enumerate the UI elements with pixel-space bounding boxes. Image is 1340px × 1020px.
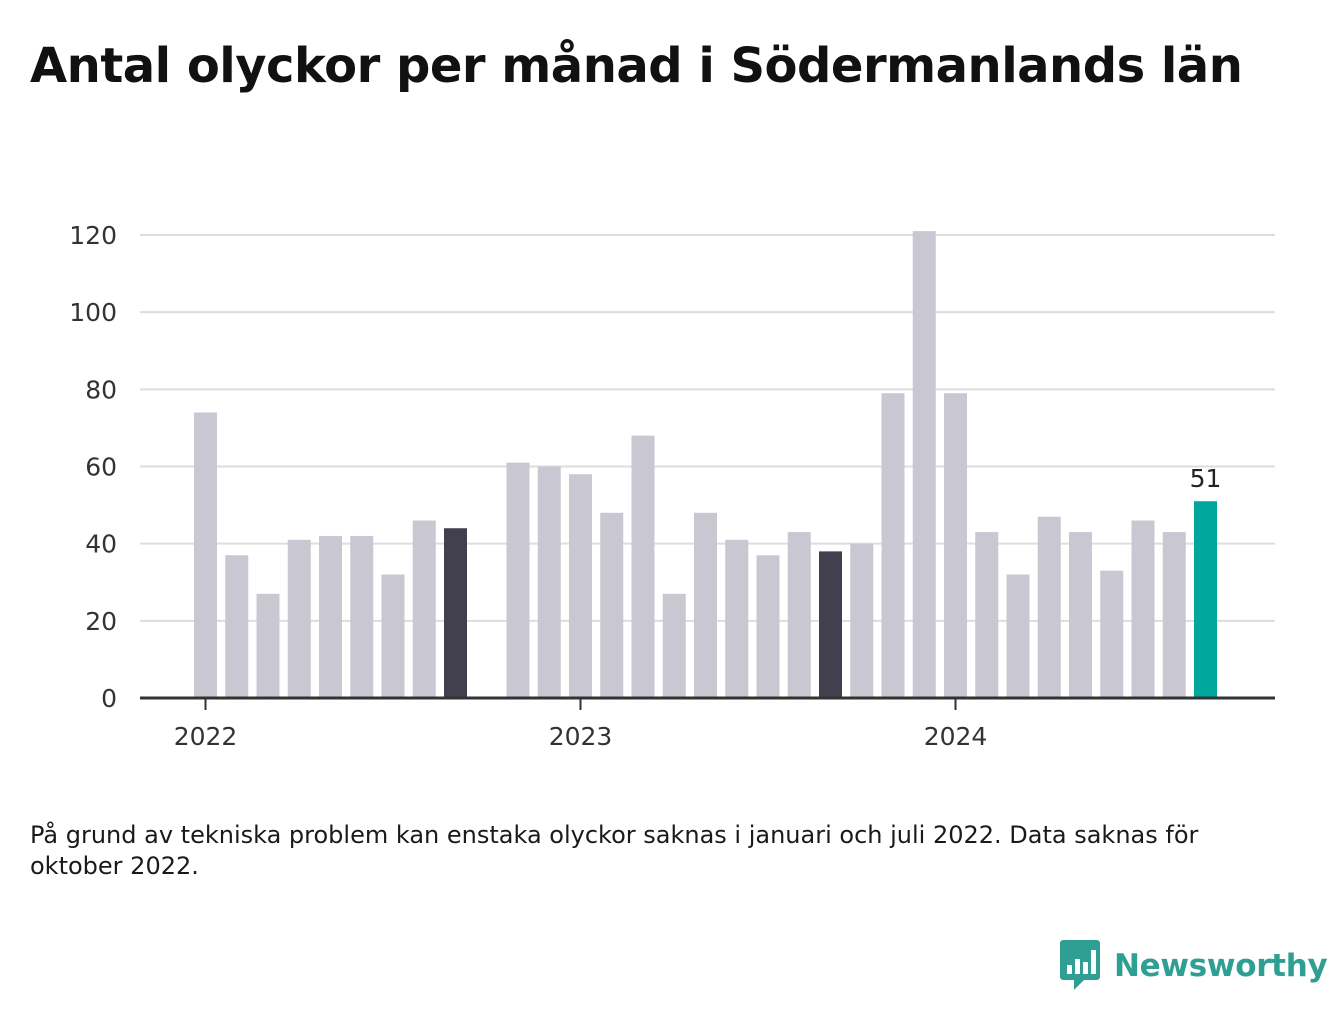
data-label: 51 bbox=[1190, 464, 1222, 493]
x-tick-label: 2022 bbox=[174, 722, 238, 751]
bar-2024-07 bbox=[1131, 520, 1155, 698]
bar-2022-06 bbox=[350, 535, 374, 698]
bar-2022-09 bbox=[444, 528, 467, 698]
x-axis: 2022 2023 2024 bbox=[140, 696, 1275, 751]
bar-2023-02 bbox=[600, 512, 624, 698]
chart-title: Antal olyckor per månad i Södermanlands … bbox=[30, 38, 1243, 94]
y-tick-label: 40 bbox=[85, 530, 117, 559]
y-tick-label: 100 bbox=[69, 298, 117, 327]
x-tick-label: 2024 bbox=[924, 722, 988, 751]
footnote: På grund av tekniska problem kan enstaka… bbox=[30, 821, 1199, 880]
bar-2023-10 bbox=[850, 543, 874, 698]
bar-2022-08 bbox=[412, 520, 436, 698]
y-tick-label: 120 bbox=[69, 221, 117, 250]
bar-2023-05 bbox=[694, 512, 717, 698]
bar-2023-12 bbox=[912, 231, 936, 698]
bar-2024-05 bbox=[1069, 532, 1092, 698]
bar-2023-09 bbox=[819, 551, 842, 698]
bar-2023-03 bbox=[631, 435, 655, 698]
bar-2024-04 bbox=[1037, 516, 1061, 698]
bar-2024-01 bbox=[944, 393, 967, 698]
y-tick-label: 20 bbox=[85, 607, 117, 636]
bar-2024-09 bbox=[1194, 501, 1217, 698]
bar-2023-06 bbox=[725, 539, 749, 698]
bar-2022-04 bbox=[287, 539, 311, 698]
y-tick-label: 60 bbox=[85, 453, 117, 482]
bar-2022-07 bbox=[381, 574, 405, 698]
bar-2024-02 bbox=[975, 532, 999, 698]
bar-2022-03 bbox=[256, 593, 280, 698]
bar-2023-07 bbox=[756, 555, 780, 698]
bar-2024-03 bbox=[1006, 574, 1030, 698]
brand-name: Newsworthy bbox=[1114, 948, 1328, 984]
y-tick-label: 0 bbox=[101, 684, 117, 713]
y-axis-tick-labels: 0 20 40 60 80 100 120 bbox=[69, 221, 117, 713]
bar-2024-06 bbox=[1100, 570, 1124, 698]
data-labels: 51 bbox=[1190, 464, 1222, 493]
bar-2022-11 bbox=[506, 462, 530, 698]
bar-chart: 0 20 40 60 80 100 120 2022 2023 2024 51 bbox=[69, 221, 1275, 751]
y-tick-label: 80 bbox=[85, 375, 117, 404]
bar-2023-01 bbox=[569, 474, 592, 698]
x-tick-label: 2023 bbox=[549, 722, 613, 751]
bars bbox=[194, 231, 1217, 698]
bar-chart-speech-bubble-icon bbox=[1060, 940, 1100, 990]
bar-2023-08 bbox=[787, 532, 811, 698]
brand-logo: Newsworthy bbox=[1060, 940, 1328, 992]
bar-2023-04 bbox=[662, 593, 686, 698]
bar-2022-12 bbox=[537, 466, 561, 698]
bar-2022-02 bbox=[225, 555, 249, 698]
bar-2023-11 bbox=[881, 393, 905, 698]
bar-2024-08 bbox=[1162, 532, 1186, 698]
bar-2022-05 bbox=[319, 535, 342, 698]
bar-2022-01 bbox=[194, 412, 217, 698]
